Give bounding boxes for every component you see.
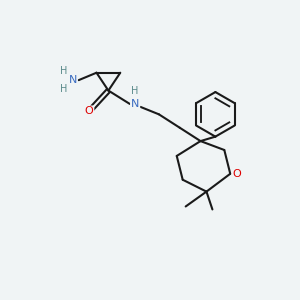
- Text: N: N: [131, 99, 139, 109]
- Text: H: H: [60, 66, 68, 76]
- Text: H: H: [131, 85, 139, 96]
- Text: O: O: [232, 169, 241, 179]
- Text: N: N: [68, 75, 77, 85]
- Text: O: O: [85, 106, 93, 116]
- Text: H: H: [60, 84, 68, 94]
